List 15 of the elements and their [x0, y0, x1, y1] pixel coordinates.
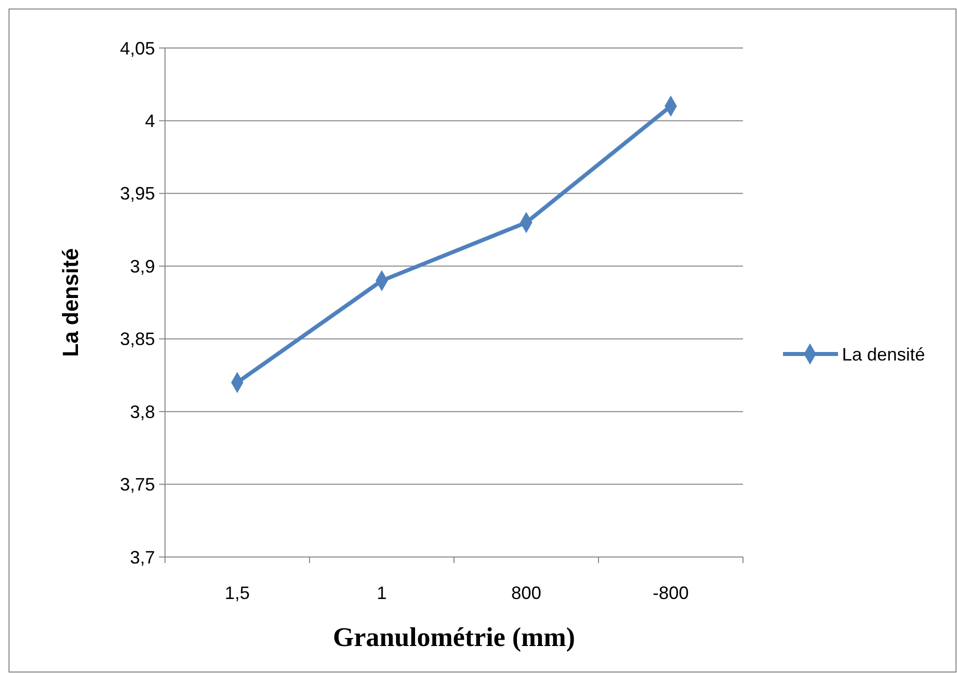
- y-tick-label: 3,7: [130, 547, 155, 568]
- y-axis-title: La densité: [58, 248, 83, 357]
- x-tick-label: 800: [511, 583, 542, 603]
- y-tick-label: 3,9: [130, 256, 155, 276]
- x-tick-label: -800: [652, 583, 689, 603]
- y-tick-label: 3,75: [120, 474, 155, 495]
- x-tick-label: 1,5: [224, 583, 250, 603]
- y-tick-label: 4,05: [120, 38, 155, 58]
- y-tick-label: 3,95: [120, 184, 155, 204]
- y-tick-label: 4: [144, 111, 155, 132]
- y-tick-label: 3,8: [130, 402, 155, 422]
- legend-label: La densité: [842, 344, 926, 364]
- x-tick-label: 1: [376, 583, 387, 603]
- y-tick-label: 3,85: [120, 329, 155, 350]
- x-axis-title: Granulométrie (mm): [332, 622, 576, 652]
